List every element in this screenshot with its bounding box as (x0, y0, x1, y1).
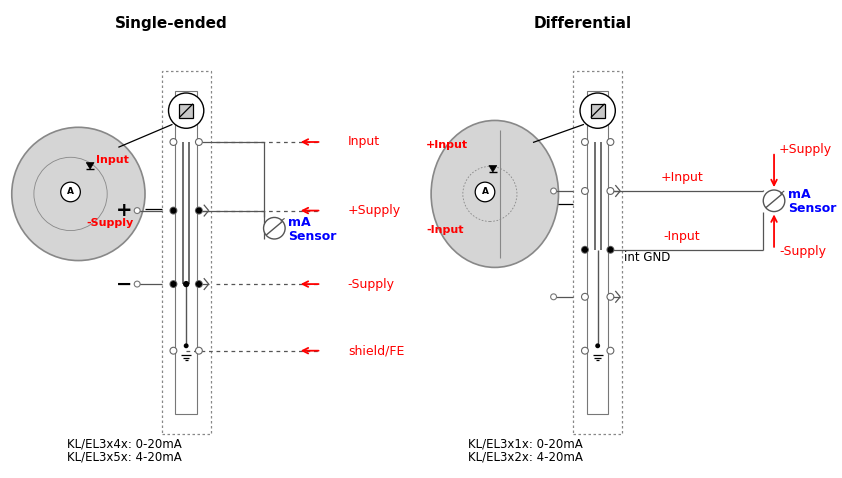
Circle shape (61, 182, 80, 202)
Text: mA: mA (788, 188, 810, 201)
Text: A: A (67, 187, 74, 196)
Text: +Input: +Input (426, 140, 468, 150)
Circle shape (168, 93, 204, 128)
Circle shape (170, 139, 177, 145)
Text: -Supply: -Supply (348, 278, 395, 291)
Polygon shape (86, 163, 94, 169)
Circle shape (582, 247, 588, 253)
Circle shape (582, 187, 589, 195)
Text: -Input: -Input (663, 230, 701, 243)
Circle shape (134, 207, 140, 214)
Circle shape (170, 207, 177, 214)
Text: +Supply: +Supply (779, 143, 832, 156)
Text: Input: Input (96, 155, 129, 164)
Polygon shape (489, 165, 497, 172)
Text: -Supply: -Supply (86, 218, 134, 228)
Circle shape (184, 343, 189, 348)
Circle shape (582, 246, 589, 253)
Text: +: + (116, 201, 133, 220)
Text: +Input: +Input (661, 171, 703, 184)
Text: -Input: -Input (426, 225, 464, 235)
Circle shape (195, 348, 202, 354)
Circle shape (551, 188, 557, 194)
Circle shape (170, 348, 177, 354)
Circle shape (195, 207, 202, 214)
Text: Sensor: Sensor (288, 229, 337, 242)
Circle shape (195, 207, 202, 214)
Ellipse shape (431, 120, 558, 267)
Text: +Supply: +Supply (348, 204, 401, 217)
Text: Differential: Differential (534, 16, 632, 31)
Text: Single-ended: Single-ended (115, 16, 228, 31)
Circle shape (12, 127, 145, 261)
Circle shape (607, 293, 614, 300)
Text: shield/FE: shield/FE (348, 344, 404, 357)
Circle shape (170, 281, 177, 287)
Polygon shape (591, 104, 605, 118)
Circle shape (134, 281, 140, 287)
Circle shape (763, 190, 785, 212)
Circle shape (551, 294, 557, 300)
Circle shape (170, 281, 177, 287)
Text: int GND: int GND (624, 251, 670, 264)
Text: KL/EL3x1x: 0-20mA: KL/EL3x1x: 0-20mA (468, 437, 584, 450)
Circle shape (607, 246, 614, 253)
Circle shape (195, 281, 202, 287)
Text: KL/EL3x4x: 0-20mA: KL/EL3x4x: 0-20mA (67, 437, 181, 450)
Text: mA: mA (288, 216, 311, 229)
Circle shape (195, 281, 202, 287)
Text: −: − (116, 274, 133, 293)
Circle shape (582, 293, 589, 300)
Text: KL/EL3x2x: 4-20mA: KL/EL3x2x: 4-20mA (468, 451, 584, 464)
Text: Input: Input (348, 135, 380, 149)
Circle shape (582, 139, 589, 145)
Polygon shape (179, 104, 193, 118)
Circle shape (195, 139, 202, 145)
Circle shape (607, 348, 614, 354)
Circle shape (183, 281, 189, 287)
Circle shape (475, 182, 495, 202)
Circle shape (607, 139, 614, 145)
Text: KL/EL3x5x: 4-20mA: KL/EL3x5x: 4-20mA (67, 451, 181, 464)
Circle shape (582, 348, 589, 354)
Circle shape (264, 217, 285, 239)
Circle shape (595, 343, 600, 348)
Circle shape (580, 93, 616, 128)
Circle shape (607, 187, 614, 195)
Text: A: A (482, 187, 488, 196)
Circle shape (607, 247, 614, 253)
Text: -Supply: -Supply (779, 245, 826, 258)
Text: Sensor: Sensor (788, 202, 836, 215)
Circle shape (170, 207, 177, 214)
